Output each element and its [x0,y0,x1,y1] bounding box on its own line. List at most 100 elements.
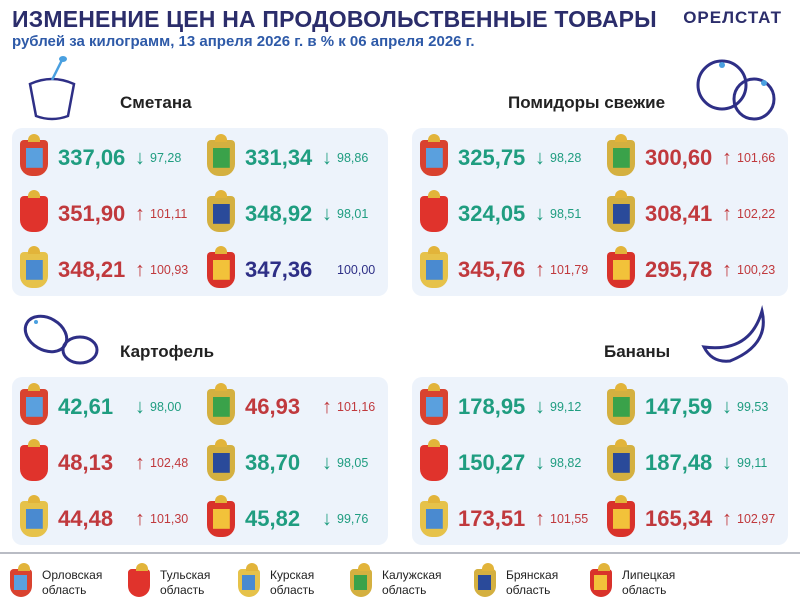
percent-value: 101,55 [550,512,589,526]
lipetsk-coat-of-arms-icon [607,246,635,288]
tula-coat-of-arms-icon [20,190,48,232]
percent-value: 100,93 [150,263,189,277]
orel-coat-of-arms-icon [420,134,448,176]
kaluga-coat-of-arms-icon [207,134,235,176]
tula-coat-of-arms-icon [20,439,48,481]
legend-label-line2: область [42,583,87,597]
price-panel: 325,75 ↓ 98,28 324,05 ↓ 98,51 345,76 ↑ 101,79 300… [412,128,788,296]
arrow-down-icon: ↓ [535,395,545,418]
percent-value: 98,05 [337,456,369,470]
legend-label: Липецкая область [622,568,682,598]
price-value: 44,48 [58,506,114,531]
price-cell: 347,36 100,00 [207,246,387,290]
arrow-up-icon: ↑ [722,202,732,225]
product-title: Бананы [604,342,671,361]
price-value: 308,41 [645,201,713,226]
legend-item-kaluga: Калужская область [350,563,442,598]
potato-icon [23,314,99,365]
product-title: Сметана [120,93,192,112]
price-cell: 173,51 ↑ 101,55 [420,495,600,539]
bryansk-coat-of-arms-icon [607,439,635,481]
percent-value: 102,97 [737,512,776,526]
price-value: 178,95 [458,394,526,419]
legend-label: Калужская область [382,568,442,598]
arrow-up-icon: ↑ [135,202,145,225]
price-value: 351,90 [58,201,126,226]
legend-label-line1: Орловская [42,568,103,582]
price-value: 348,21 [58,257,126,282]
lipetsk-coat-of-arms-icon [207,246,235,288]
product-title: Картофель [120,342,215,361]
arrow-down-icon: ↓ [322,202,332,225]
arrow-down-icon: ↓ [722,395,732,418]
price-cell: 325,75 ↓ 98,28 [420,134,600,178]
orel-coat-of-arms-icon [420,383,448,425]
arrow-down-icon: ↓ [322,507,332,530]
price-cell: 45,82 ↓ 99,76 [207,495,387,539]
arrow-down-icon: ↓ [135,395,145,418]
price-value: 347,36 [245,257,313,282]
legend-label: Брянская область [506,568,566,598]
bryansk-coat-of-arms-icon [207,190,235,232]
kursk-coat-of-arms-icon [420,246,448,288]
percent-value: 99,12 [550,400,582,414]
percent-value: 99,53 [737,400,769,414]
legend-item-bryansk: Брянская область [474,563,566,598]
legend-item-orel: Орловская область [10,563,102,598]
percent-value: 101,30 [150,512,189,526]
price-value: 38,70 [245,450,301,475]
legend-label-line1: Липецкая [622,568,676,582]
price-cell: 46,93 ↑ 101,16 [207,383,387,427]
price-cell: 337,06 ↓ 97,28 [20,134,200,178]
price-cell: 187,48 ↓ 99,11 [607,439,787,483]
percent-value: 99,76 [337,512,369,526]
price-cell: 48,13 ↑ 102,48 [20,439,200,483]
kursk-coat-of-arms-icon [20,246,48,288]
price-cell: 308,41 ↑ 102,22 [607,190,787,234]
arrow-down-icon: ↓ [535,202,545,225]
percent-value: 98,00 [150,400,182,414]
tomato-icon [696,59,776,121]
page-subtitle: рублей за килограмм, 13 апреля 2026 г. в… [12,33,475,50]
lipetsk-coat-of-arms-icon [207,495,235,537]
product-title: Помидоры свежие [508,93,666,112]
orel-coat-of-arms-icon [10,563,32,597]
price-cell: 165,34 ↑ 102,97 [607,495,787,539]
legend-label: Тульская область [160,568,220,598]
arrow-up-icon: ↑ [722,258,732,281]
lipetsk-coat-of-arms-icon [590,563,612,597]
percent-value: 98,86 [337,151,369,165]
price-cell: 300,60 ↑ 101,66 [607,134,787,178]
price-cell: 38,70 ↓ 98,05 [207,439,387,483]
price-panel: 337,06 ↓ 97,28 351,90 ↑ 101,11 348,21 ↑ 100,93 33… [12,128,388,296]
price-cell: 150,27 ↓ 98,82 [420,439,600,483]
price-cell: 147,59 ↓ 99,53 [607,383,787,427]
kursk-coat-of-arms-icon [420,495,448,537]
kursk-coat-of-arms-icon [20,495,48,537]
percent-value: 99,11 [737,456,768,470]
legend-label: Курская область [270,568,330,598]
price-value: 150,27 [458,450,526,475]
percent-value: 102,48 [150,456,189,470]
price-value: 165,34 [645,506,713,531]
percent-value: 98,51 [550,207,582,221]
arrow-down-icon: ↓ [322,451,332,474]
legend-label-line1: Тульская [160,568,211,582]
price-cell: 42,61 ↓ 98,00 [20,383,200,427]
percent-value: 101,16 [337,400,376,414]
arrow-up-icon: ↑ [135,507,145,530]
kaluga-coat-of-arms-icon [207,383,235,425]
legend-label: Орловская область [42,568,102,598]
legend-item-tula: Тульская область [128,563,220,598]
price-value: 345,76 [458,257,526,282]
legend-item-kursk: Курская область [238,563,330,598]
orel-coat-of-arms-icon [20,383,48,425]
price-value: 325,75 [458,145,526,170]
page-title: ИЗМЕНЕНИЕ ЦЕН НА ПРОДОВОЛЬСТВЕННЫЕ ТОВАР… [12,6,657,32]
percent-value: 101,79 [550,263,589,277]
legend-label-line2: область [622,583,667,597]
price-cell: 178,95 ↓ 99,12 [420,383,600,427]
price-cell: 348,92 ↓ 98,01 [207,190,387,234]
percent-value: 100,23 [737,263,776,277]
price-value: 300,60 [645,145,713,170]
